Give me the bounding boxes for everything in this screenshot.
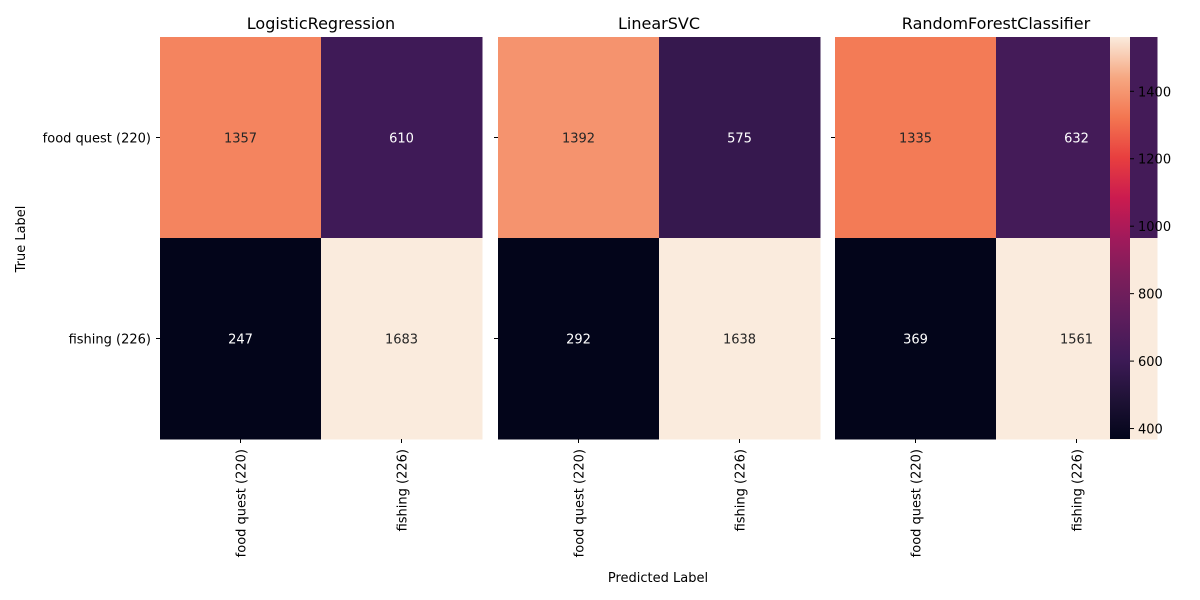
heatmap-cell [835, 37, 997, 239]
x-tick-label: food quest (220) [910, 449, 925, 557]
heatmap-cell [659, 37, 821, 239]
cell-value-label: 1638 [723, 333, 756, 348]
panel-title: RandomForestClassifier [902, 14, 1091, 33]
cell-value-label: 1357 [224, 132, 257, 147]
heatmap-cell [835, 238, 997, 440]
heatmap-cell [498, 37, 660, 239]
colorbar-tick-label: 800 [1138, 288, 1163, 303]
x-tick-label: food quest (220) [573, 449, 588, 557]
x-tick-label: food quest (220) [235, 449, 250, 557]
colorbar-tick-label: 600 [1138, 355, 1163, 370]
heatmap-cell [321, 37, 483, 239]
y-axis-label: True Label [14, 206, 29, 274]
cell-value-label: 1392 [562, 132, 595, 147]
heatmap-cell [996, 37, 1158, 239]
y-tick-label: fishing (226) [69, 333, 151, 348]
heatmap-cell [659, 238, 821, 440]
colorbar-tick-label: 400 [1138, 423, 1163, 438]
heatmap-panel: LinearSVC 1392 575 292 1638 food quest (220) f… [494, 14, 821, 557]
heatmap-cell [160, 238, 322, 440]
cell-value-label: 292 [566, 333, 591, 348]
cell-value-label: 610 [389, 132, 414, 147]
cell-value-label: 1683 [385, 333, 418, 348]
cell-value-label: 575 [727, 132, 752, 147]
y-tick-label: food quest (220) [43, 132, 151, 147]
cell-value-label: 1335 [899, 132, 932, 147]
cell-value-label: 632 [1064, 132, 1089, 147]
colorbar: 400 600 800 1000 1200 1400 [1110, 37, 1171, 439]
heatmap-cell [498, 238, 660, 440]
colorbar-gradient [1110, 37, 1130, 439]
cell-value-label: 247 [228, 333, 253, 348]
cell-value-label: 369 [903, 333, 928, 348]
x-tick-label: fishing (226) [734, 449, 749, 531]
panel-title: LogisticRegression [247, 14, 395, 33]
x-tick-label: fishing (226) [396, 449, 411, 531]
axes-labels: Predicted Label True Label [14, 206, 708, 586]
panel-title: LinearSVC [618, 14, 700, 33]
colorbar-tick-label: 1000 [1138, 220, 1171, 235]
heatmap-cell [160, 37, 322, 239]
heatmap-cell [996, 238, 1158, 440]
colorbar-tick-label: 1200 [1138, 153, 1171, 168]
heatmap-panel: LogisticRegression 1357 610 247 1683 food que… [43, 14, 483, 557]
x-tick-label: fishing (226) [1071, 449, 1086, 531]
cell-value-label: 1561 [1060, 333, 1093, 348]
heatmap-panel: RandomForestClassifier 1335 632 369 1561 food… [831, 14, 1158, 557]
heatmap-panels: LogisticRegression 1357 610 247 1683 food que… [43, 14, 1158, 557]
x-axis-label: Predicted Label [608, 571, 708, 586]
heatmap-cell [321, 238, 483, 440]
colorbar-tick-label: 1400 [1138, 85, 1171, 100]
